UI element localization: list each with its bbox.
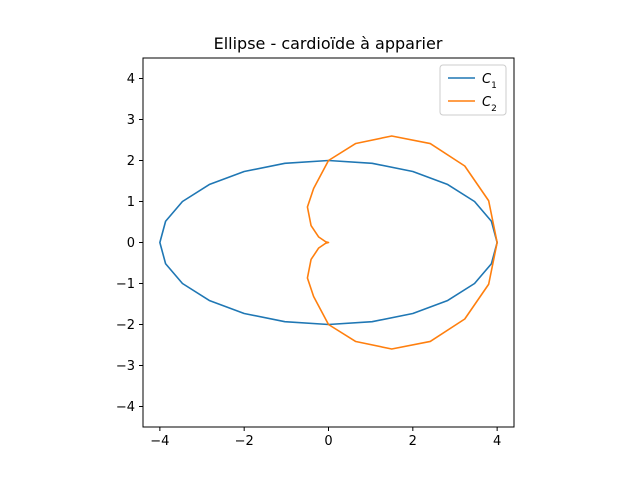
series-line-1 xyxy=(159,159,498,326)
x-tick-label: 0 xyxy=(324,434,332,449)
series-line-2 xyxy=(306,135,498,350)
y-tick-label: −2 xyxy=(116,318,135,333)
y-tick-label: 4 xyxy=(127,72,135,87)
y-tick-label: 2 xyxy=(127,154,135,169)
chart-title: Ellipse - cardioïde à apparier xyxy=(214,34,443,53)
y-tick-label: −4 xyxy=(116,400,135,415)
y-tick-label: 0 xyxy=(127,236,135,251)
y-tick-label: 1 xyxy=(127,195,135,210)
y-tick-label: −1 xyxy=(116,277,135,292)
x-tick-label: 4 xyxy=(493,434,501,449)
x-tick-label: −4 xyxy=(150,434,169,449)
x-tick-label: −2 xyxy=(235,434,254,449)
y-tick-label: 3 xyxy=(127,113,135,128)
y-tick-label: −3 xyxy=(116,359,135,374)
x-tick-label: 2 xyxy=(409,434,417,449)
